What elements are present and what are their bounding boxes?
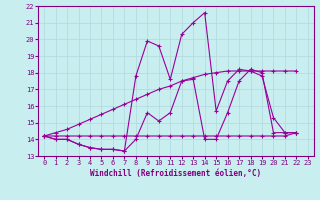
X-axis label: Windchill (Refroidissement éolien,°C): Windchill (Refroidissement éolien,°C) xyxy=(91,169,261,178)
